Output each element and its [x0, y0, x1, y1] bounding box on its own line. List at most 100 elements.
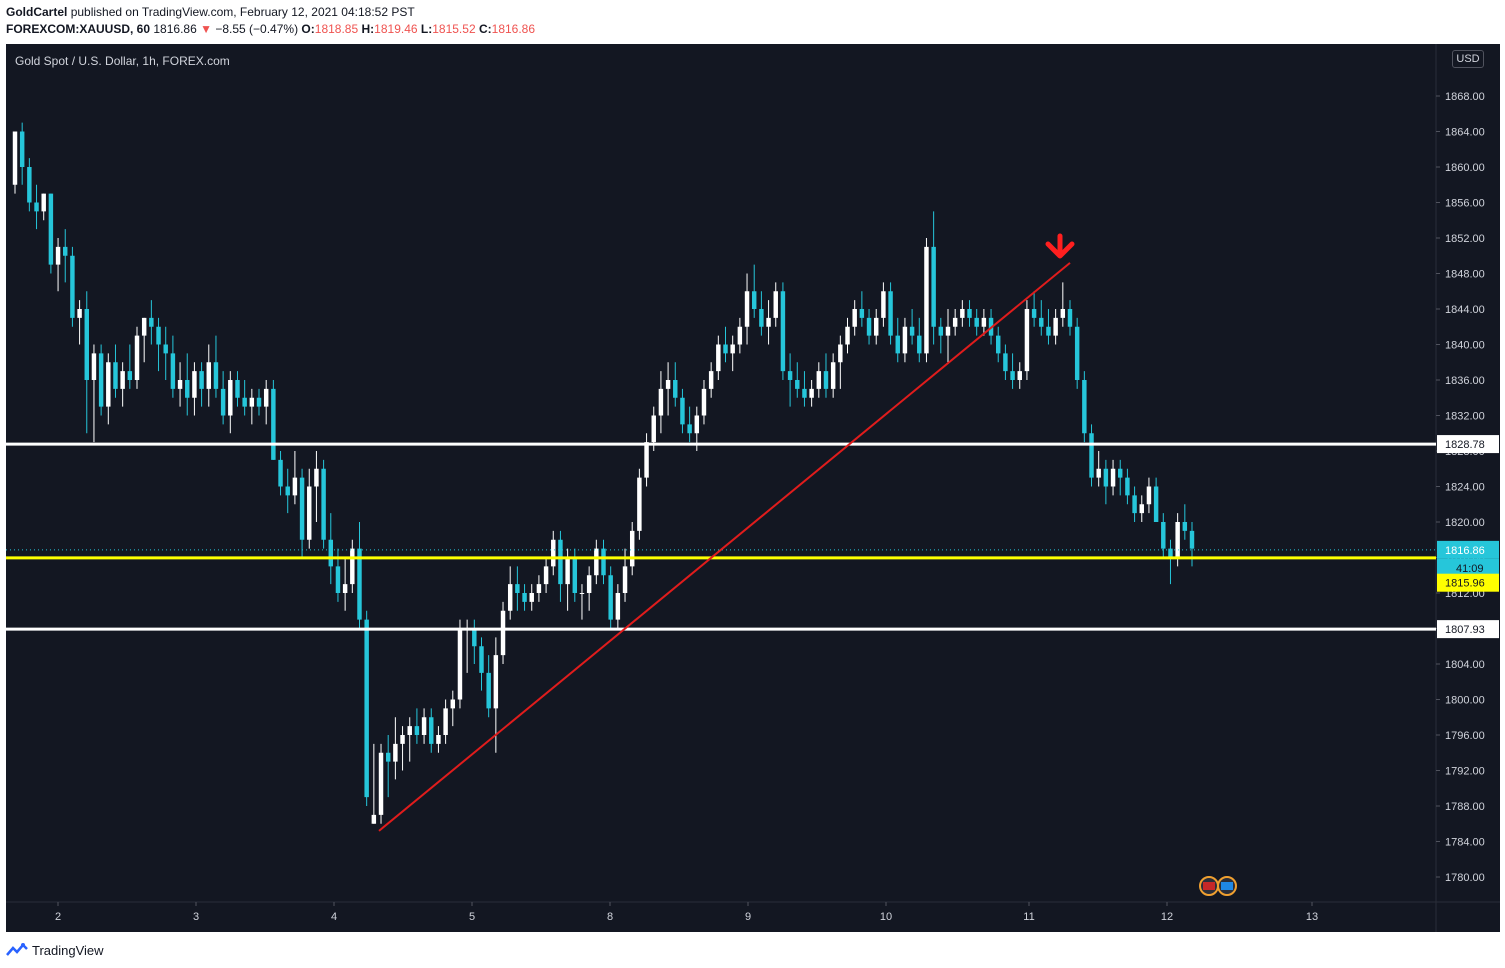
candle-body[interactable]: [852, 309, 857, 327]
candle-body[interactable]: [658, 388, 664, 416]
candle-body[interactable]: [206, 362, 211, 389]
candle-body[interactable]: [608, 575, 613, 620]
candle-body[interactable]: [314, 468, 319, 487]
candle-body[interactable]: [708, 371, 714, 389]
candle-body[interactable]: [19, 131, 25, 168]
candle-body[interactable]: [694, 415, 700, 434]
candle-body[interactable]: [421, 717, 427, 735]
candle-body[interactable]: [895, 335, 900, 354]
candle-body[interactable]: [873, 317, 879, 336]
candle-body[interactable]: [615, 593, 621, 620]
candle-body[interactable]: [263, 388, 269, 407]
candle-body[interactable]: [1039, 317, 1044, 327]
candle-body[interactable]: [486, 672, 491, 709]
candle-body[interactable]: [515, 584, 520, 593]
candle-body[interactable]: [601, 548, 606, 576]
candle-body[interactable]: [156, 326, 161, 345]
candle-body[interactable]: [371, 814, 377, 824]
candle-body[interactable]: [787, 371, 793, 380]
candle-body[interactable]: [256, 397, 262, 407]
candle-body[interactable]: [902, 326, 908, 354]
candle-body[interactable]: [350, 548, 355, 585]
candle-body[interactable]: [1074, 326, 1080, 380]
candle-body[interactable]: [766, 317, 771, 327]
candle-body[interactable]: [307, 486, 312, 540]
candle-body[interactable]: [285, 486, 290, 496]
candle-body[interactable]: [780, 291, 786, 372]
candle-body[interactable]: [737, 326, 743, 345]
candle-body[interactable]: [572, 557, 578, 594]
candle-body[interactable]: [1060, 309, 1066, 318]
candle-body[interactable]: [866, 317, 872, 336]
candle-body[interactable]: [1046, 326, 1051, 336]
chart-svg[interactable]: 1868.00 1864.00 1860.00 1856.00 1852.00 1848.…: [6, 44, 1500, 932]
candle-body[interactable]: [1168, 548, 1173, 558]
candle-body[interactable]: [730, 344, 735, 354]
tradingview-logo-icon[interactable]: [6, 942, 28, 958]
candle-body[interactable]: [536, 584, 542, 593]
candle-body[interactable]: [716, 344, 721, 372]
candle-body[interactable]: [823, 371, 829, 389]
candle-body[interactable]: [665, 380, 671, 389]
author-name[interactable]: GoldCartel: [6, 5, 68, 19]
candle-body[interactable]: [450, 699, 456, 709]
candle-body[interactable]: [113, 362, 118, 389]
candle-body[interactable]: [1053, 317, 1058, 336]
candle-body[interactable]: [586, 575, 592, 593]
candle-body[interactable]: [335, 566, 341, 593]
candle-body[interactable]: [1089, 433, 1094, 478]
candle-body[interactable]: [1118, 468, 1123, 478]
candle-body[interactable]: [543, 566, 549, 585]
candle-body[interactable]: [278, 459, 283, 487]
candle-body[interactable]: [644, 442, 649, 478]
candle-body[interactable]: [1175, 522, 1180, 558]
candle-body[interactable]: [1153, 486, 1159, 523]
candle-body[interactable]: [1067, 309, 1073, 327]
candle-body[interactable]: [249, 397, 255, 407]
candle-body[interactable]: [134, 335, 140, 380]
candle-body[interactable]: [457, 628, 463, 700]
candle-body[interactable]: [1110, 468, 1116, 487]
candle-body[interactable]: [952, 317, 958, 327]
candle-body[interactable]: [1024, 309, 1030, 372]
candle-body[interactable]: [192, 371, 197, 398]
candle-body[interactable]: [680, 397, 685, 425]
candle-body[interactable]: [429, 717, 434, 744]
candle-body[interactable]: [77, 309, 82, 318]
candle-body[interactable]: [170, 353, 176, 389]
candle-body[interactable]: [529, 593, 534, 602]
candle-body[interactable]: [830, 362, 836, 389]
candle-body[interactable]: [1096, 468, 1101, 478]
candle-body[interactable]: [436, 735, 441, 744]
candle-body[interactable]: [637, 477, 642, 531]
candle-body[interactable]: [859, 309, 865, 318]
candle-body[interactable]: [931, 246, 936, 327]
candle-body[interactable]: [881, 291, 886, 318]
candle-body[interactable]: [321, 468, 326, 540]
candle-body[interactable]: [149, 317, 154, 327]
candle-body[interactable]: [70, 255, 75, 318]
candle-body[interactable]: [651, 415, 656, 443]
candle-body[interactable]: [967, 309, 972, 318]
candle-body[interactable]: [579, 593, 585, 594]
candle-body[interactable]: [27, 167, 32, 203]
candle-body[interactable]: [400, 735, 405, 744]
candle-body[interactable]: [357, 548, 362, 620]
candle-body[interactable]: [773, 291, 778, 318]
candle-body[interactable]: [924, 246, 929, 354]
candle-body[interactable]: [328, 539, 334, 567]
down-arrow-icon[interactable]: [1045, 233, 1075, 259]
candle-body[interactable]: [220, 388, 226, 416]
candle-body[interactable]: [1010, 371, 1015, 380]
candle-body[interactable]: [34, 202, 39, 212]
candle-body[interactable]: [751, 291, 757, 309]
candle-body[interactable]: [974, 317, 979, 327]
candle-body[interactable]: [342, 584, 348, 593]
candle-body[interactable]: [565, 557, 570, 585]
candle-body[interactable]: [235, 380, 240, 398]
candle-body[interactable]: [472, 628, 477, 647]
candle-body[interactable]: [1182, 522, 1188, 531]
candle-body[interactable]: [500, 610, 506, 656]
candle-body[interactable]: [1146, 486, 1152, 505]
candle-body[interactable]: [385, 752, 391, 762]
